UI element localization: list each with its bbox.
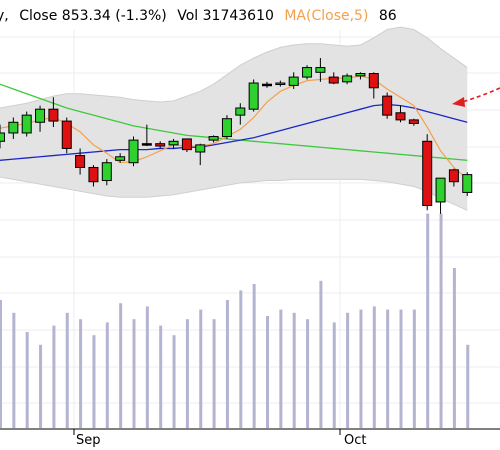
candle-body-down <box>422 140 433 207</box>
candle-body-down <box>395 112 406 121</box>
volume-bar <box>119 303 123 428</box>
candle-body-up <box>168 140 179 146</box>
candle-body-down <box>61 120 72 149</box>
candle-body-up <box>275 82 286 86</box>
volume-bar <box>79 319 83 428</box>
volume-bar <box>346 312 350 428</box>
volume-bar <box>372 306 376 428</box>
candle-body-up <box>35 108 46 123</box>
volume-bar <box>25 332 29 428</box>
candle-body-up <box>435 177 446 203</box>
volume-bar <box>386 309 390 428</box>
candle-body-up <box>315 67 326 73</box>
volume-bar <box>252 284 256 428</box>
volume-bar <box>212 319 216 428</box>
volume-bar <box>0 300 2 428</box>
volume-bar <box>132 319 136 428</box>
header-close: Close 853.34 (-1.3%) <box>19 8 167 24</box>
volume-bar <box>332 322 336 428</box>
candle-body-up <box>355 73 366 77</box>
candle-body-up <box>195 144 206 153</box>
chart-header: y, Close 853.34 (-1.3%) Vol 31743610 MA(… <box>0 8 397 24</box>
volume-bar <box>239 290 243 428</box>
volume-bar <box>39 344 43 428</box>
candle-body-up <box>462 174 473 193</box>
candle-body-down <box>155 143 166 147</box>
volume-bar <box>399 309 403 428</box>
candle-body-down <box>448 169 459 183</box>
volume-bar <box>185 319 189 428</box>
volume-bar <box>12 312 16 428</box>
volume-bar <box>172 335 176 428</box>
volume-bar <box>199 309 203 428</box>
ma5-line <box>0 75 468 180</box>
candle-body-up <box>128 139 139 164</box>
volume-bar <box>306 319 310 428</box>
candle-body-up <box>101 162 112 182</box>
candle-body-up <box>221 118 232 138</box>
trend-arrow-line <box>461 87 500 103</box>
volume-bar <box>452 268 456 428</box>
volume-bar <box>225 300 229 428</box>
candle-body-up <box>0 132 5 142</box>
candlesticks <box>0 58 473 214</box>
ma-long-line <box>0 83 468 161</box>
volume-bar <box>279 309 283 428</box>
candle-body-down <box>328 76 339 84</box>
candle-body-up <box>288 76 299 86</box>
header-trailing: 86 <box>379 8 397 24</box>
bollinger-band-lower <box>0 176 468 211</box>
volume-bars <box>0 213 470 428</box>
candle-body-down <box>408 119 419 124</box>
volume-bar <box>292 312 296 428</box>
volume-bar <box>65 312 69 428</box>
header-prefix: y, <box>0 8 9 24</box>
volume-bar <box>412 309 416 428</box>
volume-bar <box>266 316 269 428</box>
volume-bar <box>426 213 430 428</box>
candle-body-down <box>181 138 192 151</box>
bollinger-band-fill <box>0 27 468 211</box>
header-ma-label: MA(Close,5) <box>284 8 368 24</box>
volume-bar <box>466 344 470 428</box>
volume-bar <box>439 213 443 428</box>
volume-bar <box>145 306 149 428</box>
x-tick-label-oct: Oct <box>344 433 366 448</box>
candle-body-up <box>208 136 219 141</box>
candle-body-up <box>262 83 272 87</box>
candle-body-up <box>248 82 259 110</box>
candle-body-down <box>75 155 86 168</box>
candle-body-down <box>382 95 393 116</box>
trend-arrow-head <box>452 97 465 107</box>
volume-bar <box>359 309 363 428</box>
candle-body-down <box>368 73 379 89</box>
candle-body-up <box>302 67 313 78</box>
candle-body-up <box>21 114 32 134</box>
candle-body-up <box>115 156 126 161</box>
volume-bar <box>159 325 163 428</box>
candle-body-down <box>88 166 99 183</box>
annotations <box>452 87 500 107</box>
volume-bar <box>319 280 323 428</box>
candle-body-up <box>8 121 19 134</box>
volume-bar <box>52 325 56 428</box>
candle-body-up <box>141 143 152 146</box>
candle-body-up <box>342 75 353 83</box>
x-tick-label-sep: Sep <box>76 433 101 448</box>
header-volume: Vol 31743610 <box>177 8 274 24</box>
volume-bar <box>92 335 96 428</box>
bollinger-band <box>0 26 468 211</box>
candle-body-down <box>48 108 59 122</box>
bollinger-band-upper <box>0 26 468 109</box>
candle-body-up <box>235 107 246 116</box>
volume-bar <box>105 322 109 428</box>
